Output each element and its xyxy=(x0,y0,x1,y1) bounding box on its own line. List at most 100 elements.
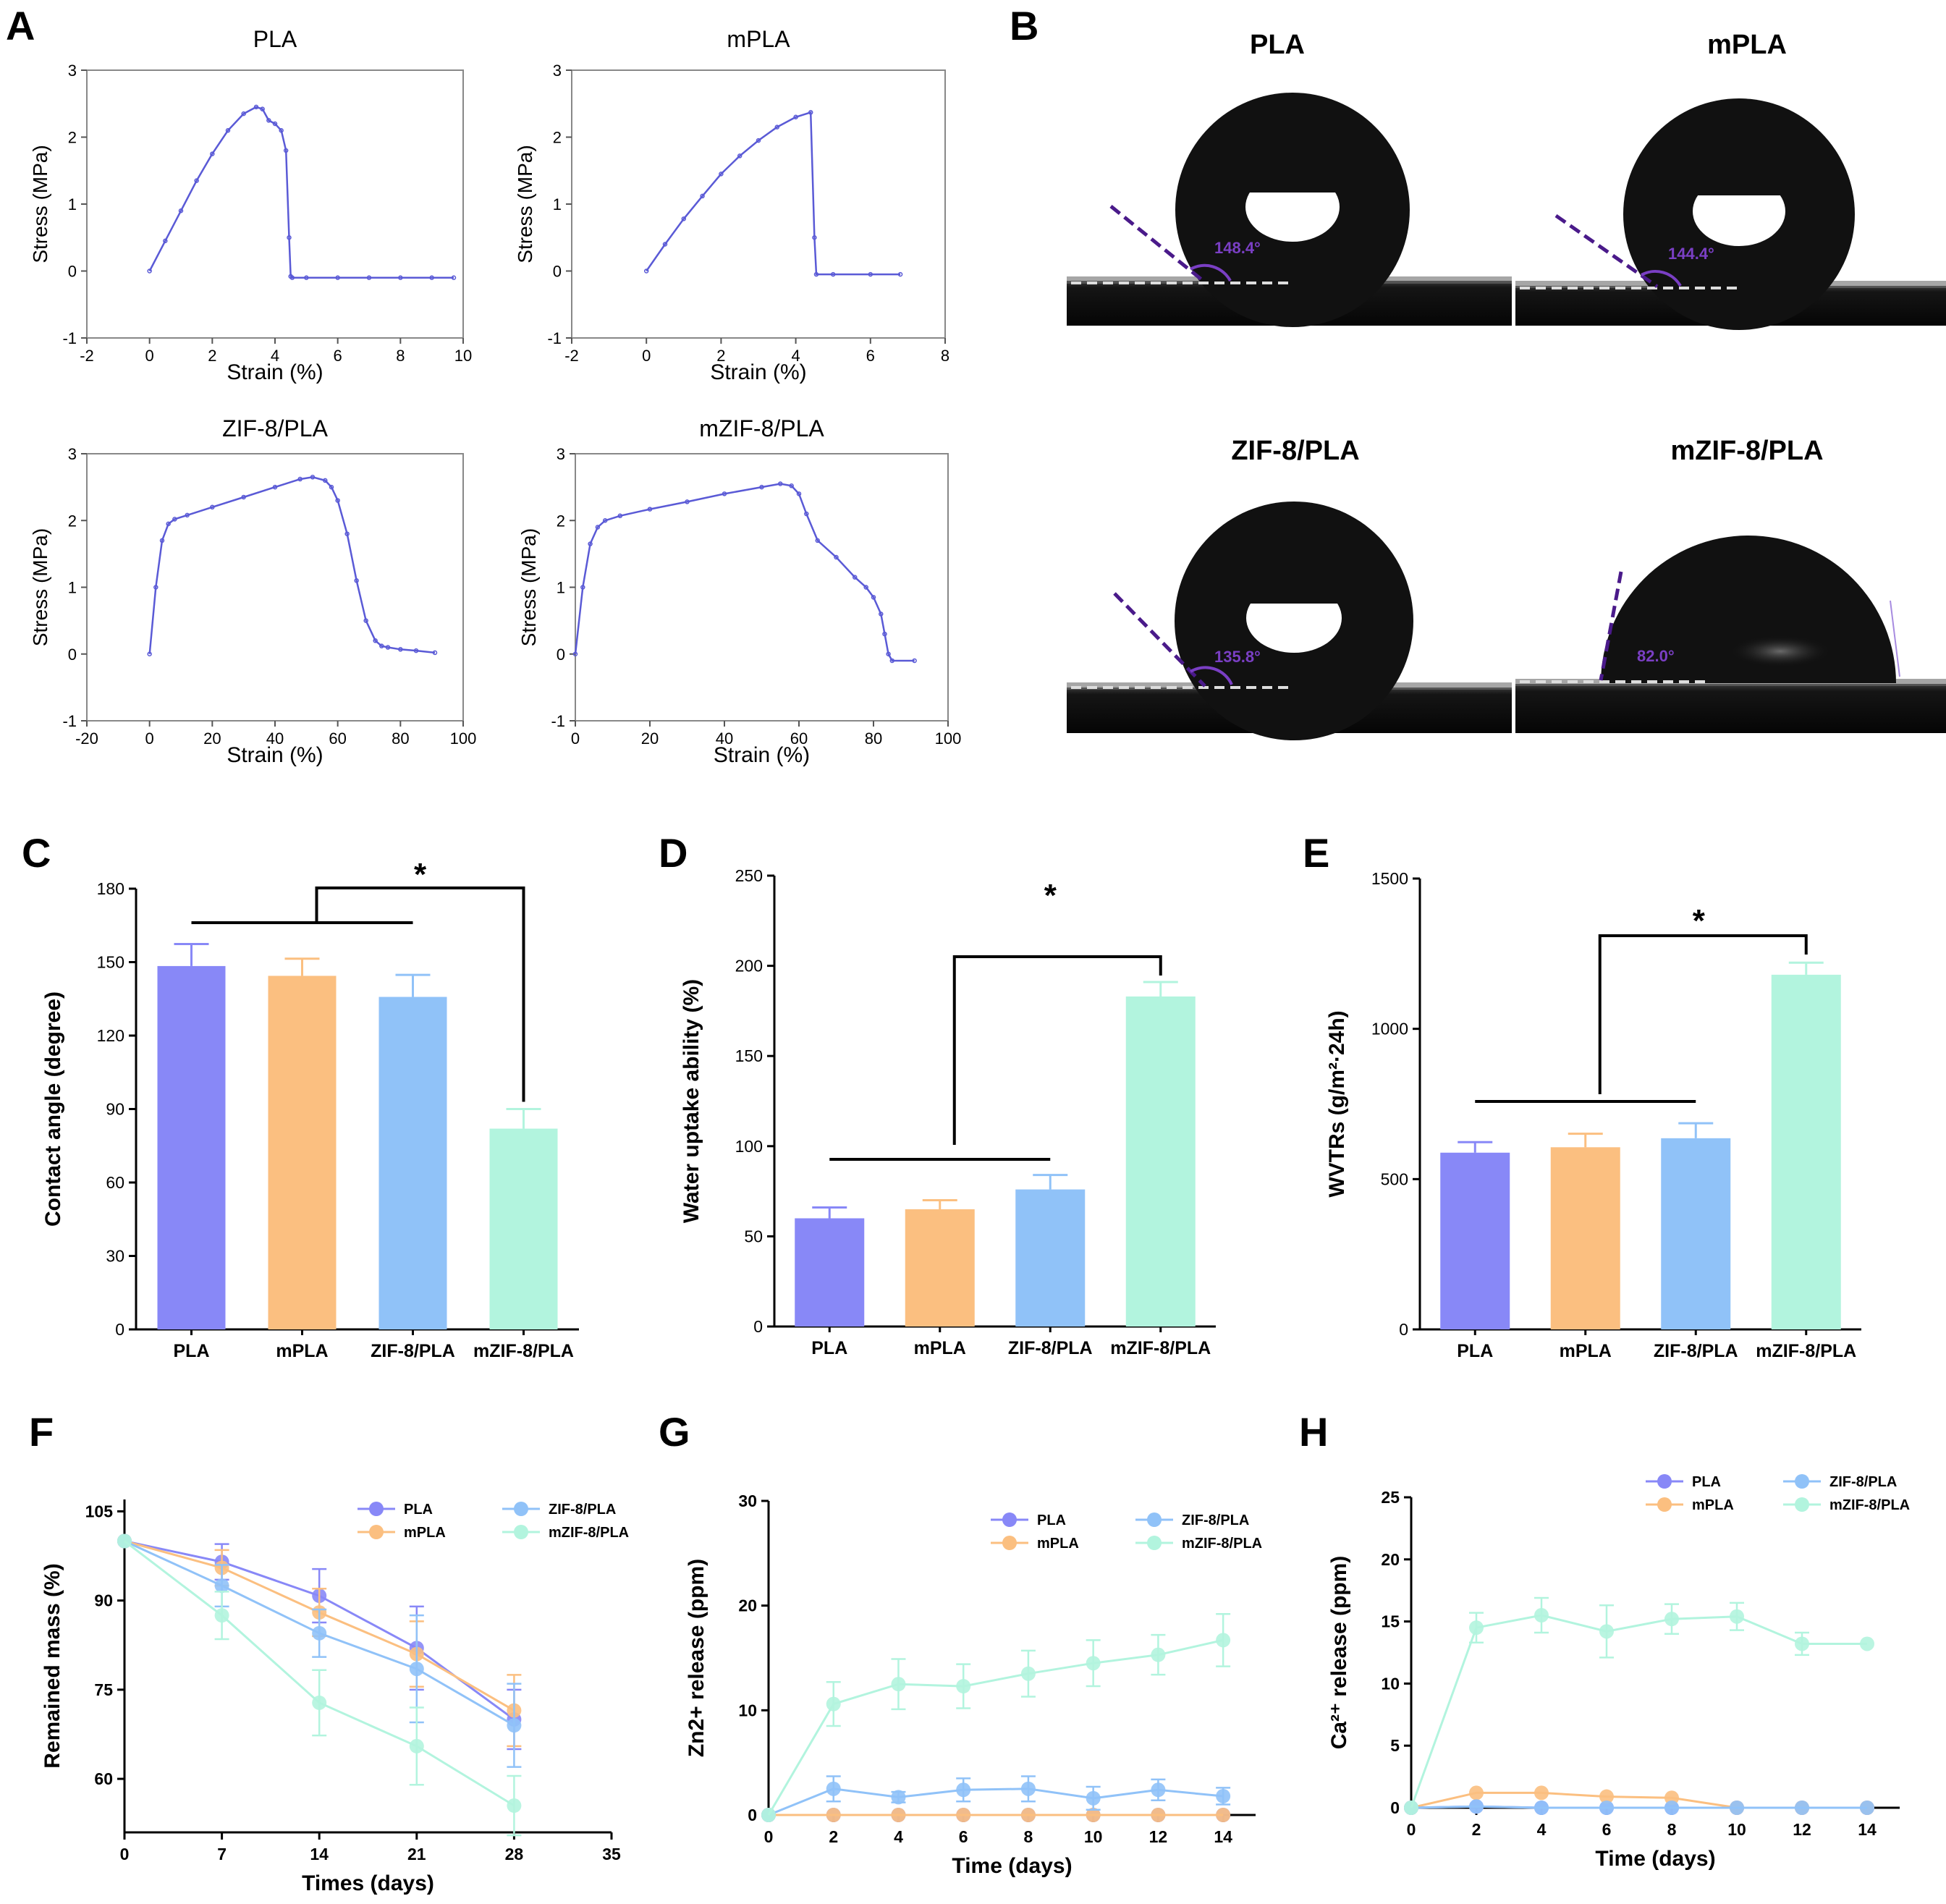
contact-angle-image-mzif8-pla: mZIF-8/PLA 82.0° xyxy=(1515,436,1946,733)
y-tick-label: 75 xyxy=(94,1680,113,1699)
x-tick-label: 0 xyxy=(120,1845,130,1863)
data-point xyxy=(812,235,817,240)
x-tick-label: 0 xyxy=(145,347,154,365)
data-point xyxy=(685,499,690,504)
x-tick-label: 12 xyxy=(1793,1820,1811,1839)
legend-entry-mpla: mPLA xyxy=(1646,1497,1734,1513)
panel-letter-a: A xyxy=(6,3,35,48)
data-point xyxy=(756,137,761,143)
data-point-mzif-8-pla xyxy=(761,1808,776,1822)
x-tick-label: 4 xyxy=(271,347,279,365)
legend-label: mPLA xyxy=(1037,1536,1079,1552)
y-tick-label: 1000 xyxy=(1371,1020,1408,1038)
plot-frame xyxy=(575,453,949,722)
y-tick-label: 3 xyxy=(557,445,565,463)
droplet-highlight-cut xyxy=(1241,171,1344,192)
chart-title: mPLA xyxy=(727,26,790,52)
legend-entry-zif-8-pla: ZIF-8/PLA xyxy=(1783,1474,1897,1490)
data-point xyxy=(379,643,384,648)
significance-bracket xyxy=(952,955,1162,1145)
y-axis-label: Contact angle (degree) xyxy=(41,991,65,1227)
data-point xyxy=(373,638,378,643)
x-tick-label: 60 xyxy=(790,729,808,748)
y-axis-label: Stress (MPa) xyxy=(29,528,51,646)
legend-swatch-marker xyxy=(514,1502,528,1516)
series-mzif-8-pla xyxy=(1404,1596,1874,1815)
y-tick-label: 250 xyxy=(735,866,763,885)
data-point-mpla xyxy=(1469,1785,1484,1801)
y-axis-label: Stress (MPa) xyxy=(29,145,51,263)
data-point xyxy=(722,491,727,496)
legend-swatch-marker xyxy=(369,1525,384,1539)
legend-swatch-marker xyxy=(1657,1474,1672,1489)
data-point-mzif-8-pla xyxy=(1020,1666,1036,1681)
stress-strain-chart-mpla: mPLA -2 0 2 4 6 8 -1 0 1 2 3 Strain (%) Stress (MPa) xyxy=(514,26,949,384)
data-point xyxy=(588,541,593,546)
data-point xyxy=(643,268,649,274)
data-point-mzif-8-pla xyxy=(826,1696,841,1712)
data-point-mpla xyxy=(956,1808,971,1822)
data-point xyxy=(287,235,292,240)
data-point xyxy=(279,128,284,133)
x-tick-label: 6 xyxy=(334,347,342,365)
data-point xyxy=(602,518,608,523)
y-tick-label: 1500 xyxy=(1371,869,1408,888)
legend-label: ZIF-8/PLA xyxy=(549,1502,616,1518)
x-tick-label: 0 xyxy=(145,729,154,748)
legend-label: mZIF-8/PLA xyxy=(1182,1536,1262,1552)
data-point xyxy=(813,271,819,277)
y-tick-label: 20 xyxy=(1381,1550,1400,1569)
significance-bracket xyxy=(315,887,525,1102)
y-tick-label: 2 xyxy=(68,129,77,147)
data-point xyxy=(793,114,798,119)
data-point xyxy=(225,128,231,133)
data-point-zif-8-pla xyxy=(1860,1801,1874,1815)
legend-swatch-marker xyxy=(1002,1512,1017,1527)
data-point-mpla xyxy=(1664,1790,1679,1806)
data-point xyxy=(617,513,623,519)
data-point xyxy=(272,121,278,127)
y-tick-label: 3 xyxy=(68,62,77,80)
series-mzif-8-pla xyxy=(761,1612,1231,1822)
y-tick-label: 100 xyxy=(735,1137,763,1156)
y-tick-label: 1 xyxy=(68,579,77,597)
x-axis-label: Times (days) xyxy=(302,1871,434,1895)
series-mzif-8-pla xyxy=(117,1533,522,1837)
y-tick-label: 1 xyxy=(68,195,77,213)
x-tick-label-zif-8-pla: ZIF-8/PLA xyxy=(1654,1341,1738,1361)
data-point xyxy=(159,538,165,543)
data-point-zif-8-pla xyxy=(507,1718,522,1733)
legend-swatch-marker xyxy=(369,1502,384,1516)
data-point-mpla xyxy=(1151,1808,1166,1822)
y-axis-label: WVTRs (g/m²·24h) xyxy=(1325,1010,1349,1197)
data-point xyxy=(344,531,350,536)
data-point-zif-8-pla xyxy=(1795,1801,1809,1815)
legend-entry-zif-8-pla: ZIF-8/PLA xyxy=(502,1502,616,1518)
significance-bracket xyxy=(1598,934,1808,1094)
angle-arc xyxy=(1641,270,1682,287)
data-point xyxy=(871,595,876,600)
x-tick-label: 0 xyxy=(642,347,651,365)
legend-entry-pla: PLA xyxy=(1646,1474,1721,1490)
y-tick-label: 60 xyxy=(94,1769,113,1788)
y-tick-label: -1 xyxy=(551,712,565,730)
data-point xyxy=(804,511,809,517)
data-point xyxy=(385,645,391,650)
y-axis-label: Ca²⁺ release (ppm) xyxy=(1327,1556,1351,1750)
x-tick-label: 10 xyxy=(1727,1820,1746,1839)
data-point-mzif-8-pla xyxy=(312,1695,327,1710)
droplet-highlight-cut xyxy=(1242,580,1346,604)
series-zif-8-pla xyxy=(1404,1799,1874,1815)
data-point xyxy=(329,484,334,490)
data-point xyxy=(700,193,705,199)
x-axis-label: Strain (%) xyxy=(714,743,810,767)
contact-angle-value-pla: 148.4° xyxy=(1214,239,1261,257)
data-point-mzif-8-pla xyxy=(1404,1801,1418,1815)
stress-strain-chart-pla: PLA -2 0 2 4 6 8 10 -1 0 1 2 3 Strain (%) Stress (MPa) xyxy=(29,26,472,384)
bar-pla xyxy=(795,1218,865,1327)
legend-label: PLA xyxy=(1037,1512,1066,1528)
legend-entry-mzif-8-pla: mZIF-8/PLA xyxy=(1135,1536,1262,1552)
legend-label: mPLA xyxy=(1692,1497,1734,1513)
data-point-mpla xyxy=(1020,1808,1036,1822)
x-tick-label: 80 xyxy=(865,729,882,748)
